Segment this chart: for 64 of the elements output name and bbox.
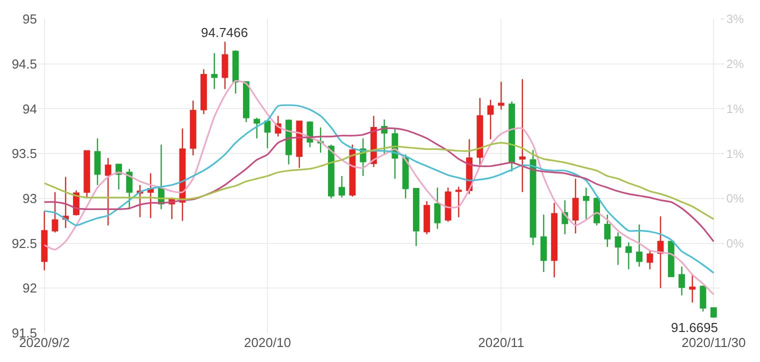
y-tick-label: 93.5 xyxy=(12,146,37,162)
candlestick xyxy=(211,52,218,90)
y-tick-label: 94.5 xyxy=(12,56,37,72)
line-series xyxy=(44,142,714,220)
candlestick xyxy=(657,216,664,289)
candlestick xyxy=(689,273,696,304)
line-series xyxy=(44,104,714,274)
candlestick xyxy=(126,168,133,210)
candlestick xyxy=(636,224,642,268)
candlestick xyxy=(222,41,228,90)
candlestick xyxy=(700,284,706,312)
line-series xyxy=(44,128,714,242)
candlestick xyxy=(625,242,632,270)
candlestick xyxy=(444,187,452,222)
candlestick xyxy=(604,214,611,248)
candlestick xyxy=(519,78,526,193)
candlestick xyxy=(668,240,674,278)
candlestick xyxy=(710,307,717,318)
x-tick-label: 2020/11/30 xyxy=(682,335,746,350)
candlestick xyxy=(572,178,579,234)
candlestick xyxy=(286,118,292,165)
candlestick xyxy=(264,120,271,149)
candlestick xyxy=(646,250,654,270)
candlestick xyxy=(200,68,207,115)
candlestick xyxy=(412,188,420,247)
candlestick xyxy=(455,186,462,218)
candlestick xyxy=(254,117,260,139)
candlestick xyxy=(498,81,504,110)
candlestick xyxy=(41,210,48,271)
candlestick xyxy=(614,232,622,266)
candlestick xyxy=(147,172,154,219)
y-tick-label: 92 xyxy=(22,280,37,296)
candlestick xyxy=(62,176,69,229)
candlestick xyxy=(317,126,324,154)
candlestick xyxy=(84,150,90,198)
candlestick xyxy=(338,175,346,198)
candlestick xyxy=(582,187,590,220)
x-tick-label: 2020/11 xyxy=(478,335,524,350)
candlestick xyxy=(540,214,547,273)
candlestick xyxy=(424,200,430,235)
candlestick xyxy=(434,187,441,230)
candlestick xyxy=(594,196,600,226)
candlestick xyxy=(402,154,409,200)
candlestick xyxy=(551,202,558,278)
annotation: 94.7466 xyxy=(201,25,248,40)
candlestick xyxy=(94,138,101,186)
candlestick xyxy=(232,50,239,94)
candlestick xyxy=(190,100,196,156)
candlestick xyxy=(328,144,334,200)
y-tick-label: 93 xyxy=(22,190,37,206)
y-tick-label: 95 xyxy=(22,12,37,27)
candlestick xyxy=(508,100,515,172)
candlestick xyxy=(243,81,250,123)
line-series xyxy=(44,80,714,296)
candlestick xyxy=(104,157,112,226)
candlestick xyxy=(52,192,58,234)
candlestick xyxy=(349,144,356,198)
x-tick-label: 2020/10 xyxy=(244,335,291,350)
annotation: 91.6695 xyxy=(671,320,718,335)
candlestick xyxy=(530,149,536,246)
y-tick-label: 94 xyxy=(22,101,37,116)
candlestick xyxy=(487,99,494,140)
candlestick xyxy=(678,266,685,296)
y-tick-label: 92.5 xyxy=(12,236,37,251)
